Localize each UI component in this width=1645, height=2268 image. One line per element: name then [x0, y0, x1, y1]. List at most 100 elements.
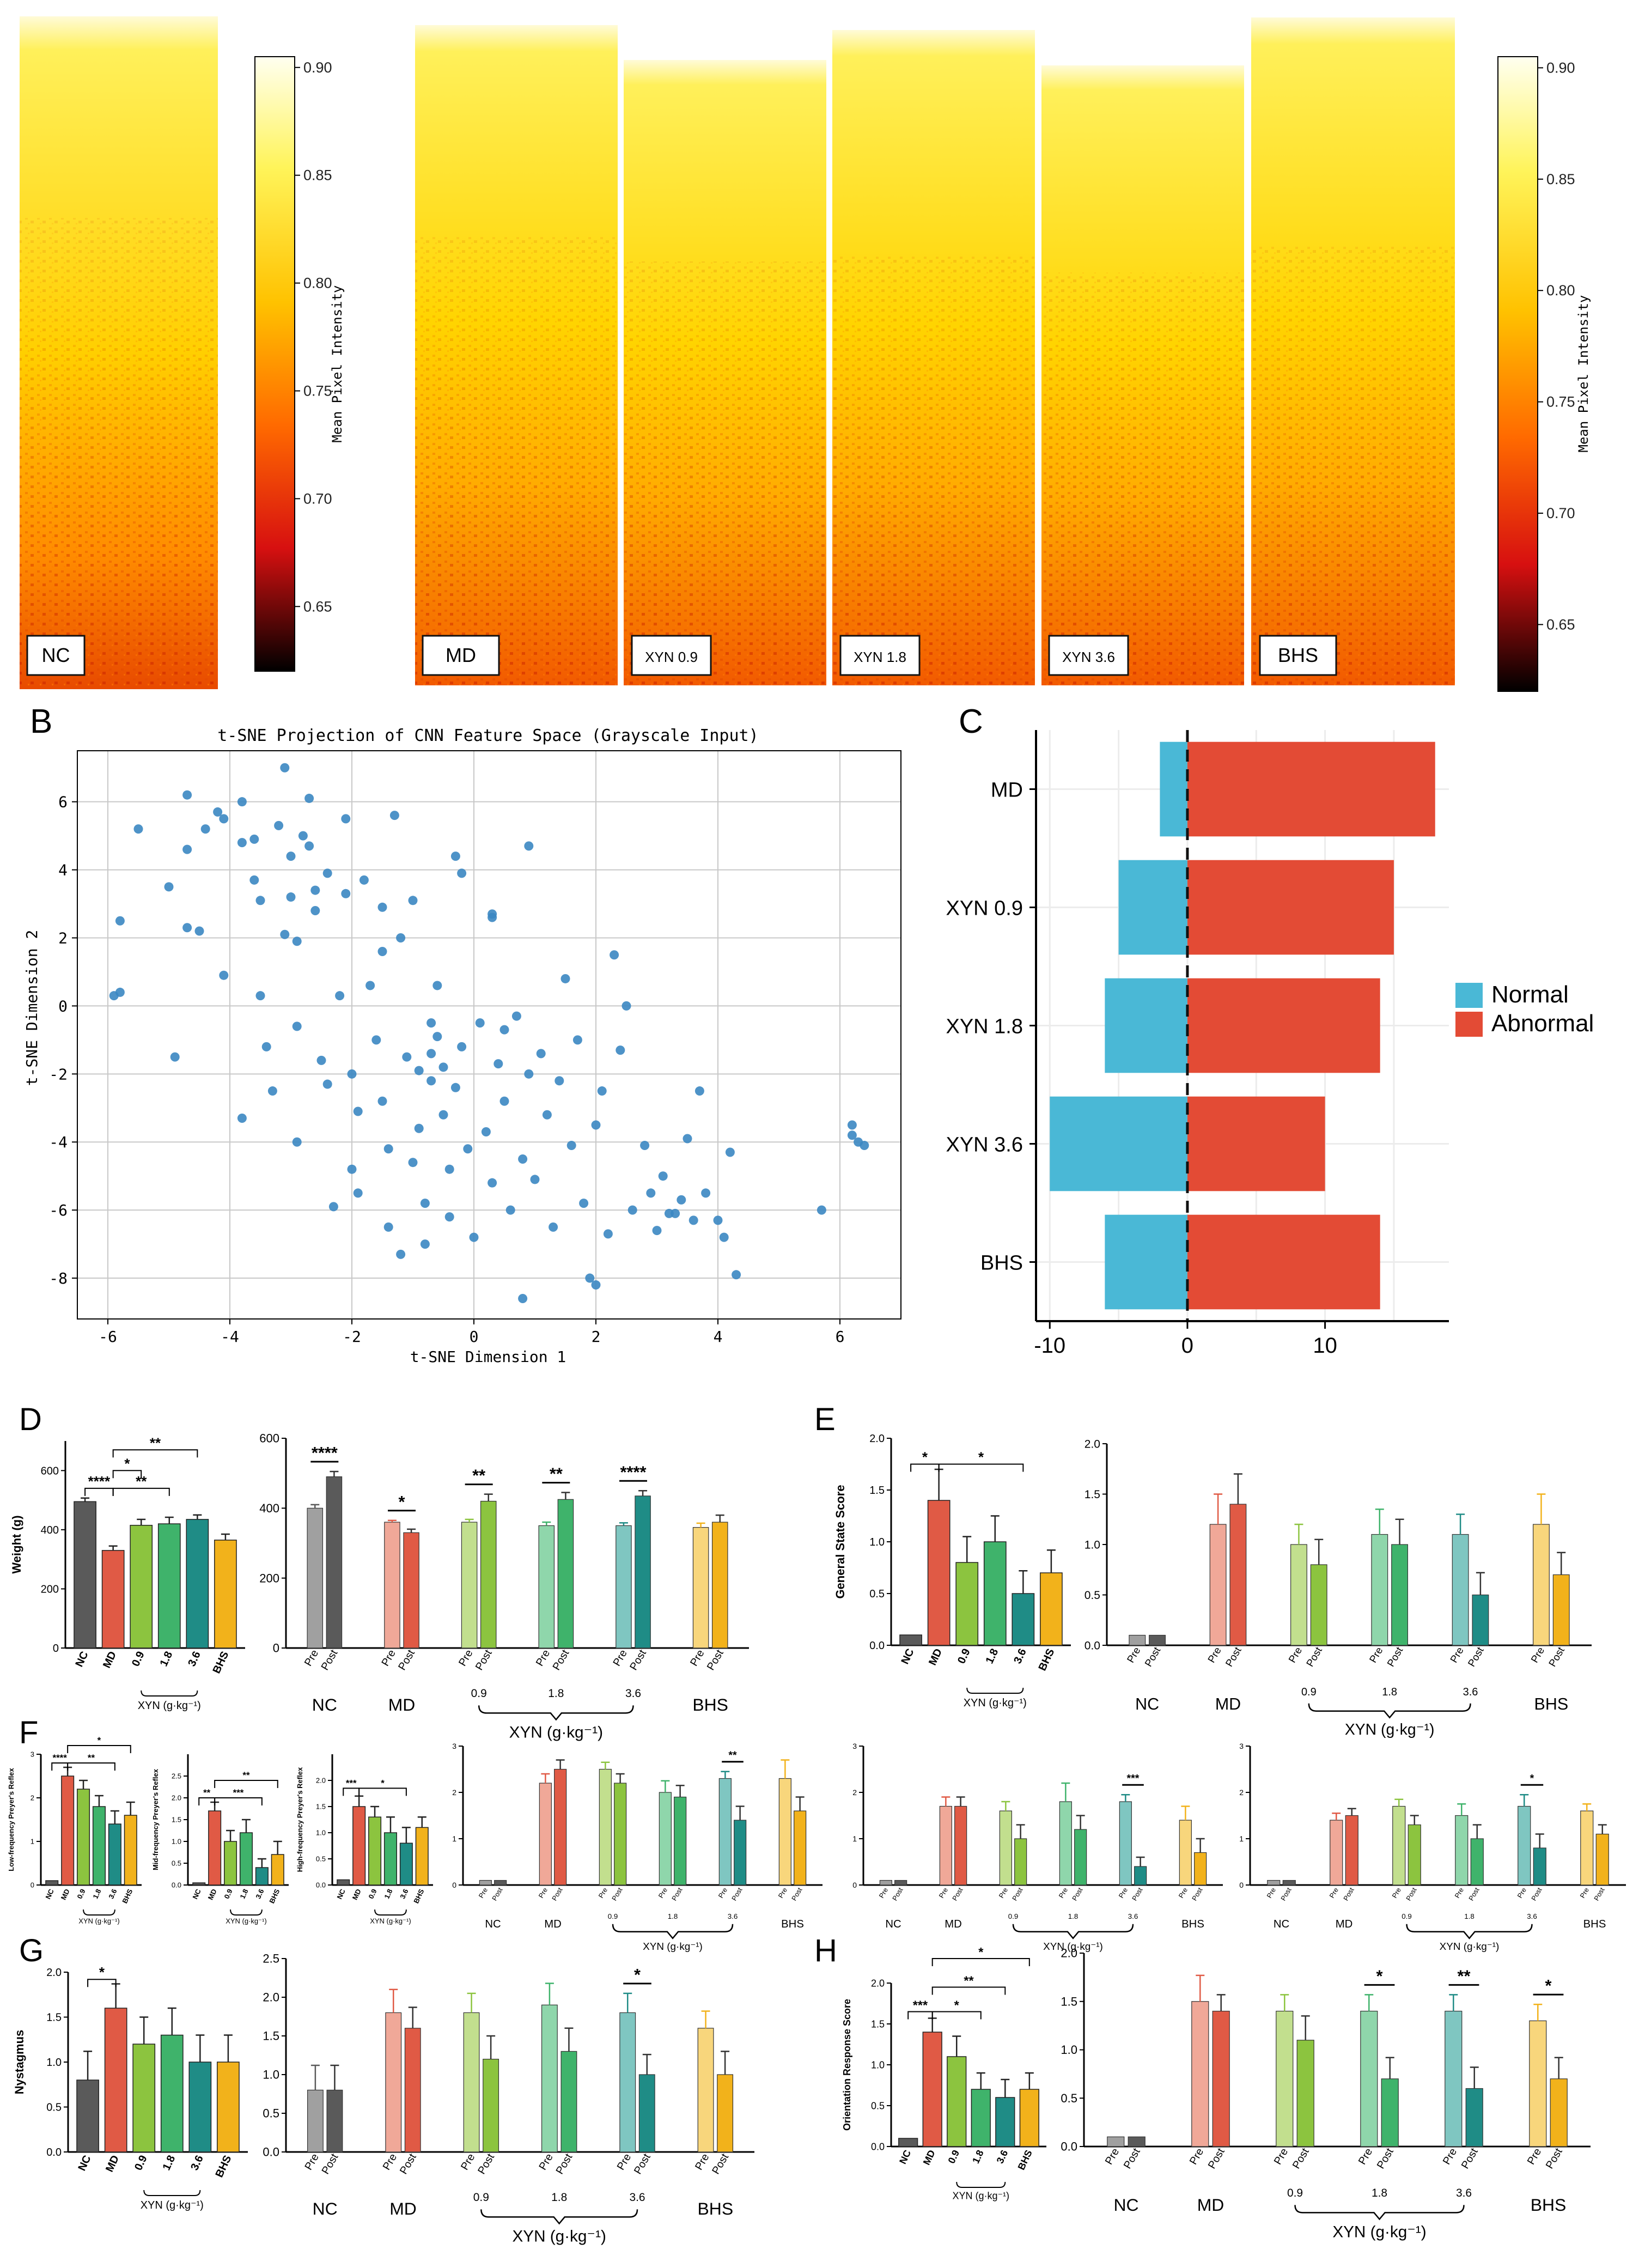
y-tick-label: 1.5: [1085, 1488, 1100, 1501]
bar: [132, 2044, 156, 2153]
dose-label: 1.8: [548, 1687, 564, 1700]
y-tick-label: 0.5: [869, 1588, 885, 1600]
group-label: XYN (g·kg⁻¹): [1043, 1941, 1103, 1953]
scatter-point: [591, 1120, 601, 1130]
scatter-point: [847, 1120, 857, 1130]
bar-post: [1134, 1866, 1147, 1886]
colorbar-tick-label: 0.80: [303, 275, 332, 291]
significance-bracket: [910, 1463, 940, 1472]
y-tick-label: 1: [1239, 1834, 1244, 1843]
bar-pre: [307, 2089, 324, 2153]
colorbar-left-label: Mean Pixel Intensity: [330, 285, 345, 443]
category-label: MD: [351, 1888, 363, 1901]
scatter-point: [450, 1083, 460, 1092]
x-tick-label: 10: [1313, 1334, 1337, 1358]
legend-normal-label: Normal: [1491, 981, 1569, 1008]
group-label: XYN (g·kg⁻¹): [78, 1917, 119, 1925]
bar-pre: [1452, 1534, 1469, 1646]
group-bracket: [956, 2181, 1006, 2188]
y-tick-label: 1.5: [1061, 1995, 1077, 2008]
bar: [898, 2138, 918, 2147]
y-tick-label: 0.5: [172, 1859, 181, 1868]
bar: [383, 1832, 397, 1886]
y-tick-label: 400: [41, 1524, 59, 1536]
x-tick-label: 0: [470, 1328, 479, 1346]
bar: [186, 1519, 209, 1649]
scatter-point: [115, 987, 125, 997]
bar-pre: [385, 2012, 402, 2153]
bar: [337, 1879, 350, 1886]
bar: [922, 2032, 942, 2147]
post-label: Post: [1223, 1645, 1244, 1669]
scatter-point: [427, 1018, 436, 1028]
group-name: NC: [485, 1918, 501, 1930]
scatter-point: [402, 1052, 412, 1062]
scatter-point: [292, 937, 302, 946]
chart-g1: 0.0 0.5 1.0 1.5 2.0 Nystagmus NC MD 0.9 1.8 3.6 BHS…: [13, 1964, 248, 2211]
pre-label: Pre: [717, 1887, 729, 1900]
post-label: Post: [705, 1647, 726, 1673]
scatter-point: [689, 1215, 698, 1225]
pre-label: Pre: [379, 1648, 398, 1669]
dose-label: 0.9: [1008, 1912, 1019, 1920]
pre-label: Pre: [1453, 1887, 1465, 1900]
bar-pre: [1392, 1805, 1406, 1886]
scatter-point: [353, 1106, 363, 1116]
scatter-point: [164, 882, 174, 892]
y-tick-label: 1.0: [869, 1536, 885, 1548]
bar-post: [1472, 1594, 1489, 1646]
post-label: Post: [1544, 2146, 1565, 2171]
bar: [92, 1806, 106, 1886]
dose-label: 0.9: [473, 2191, 489, 2204]
y-tick-label: 2.0: [263, 1991, 279, 2004]
significance-label: ****: [620, 1462, 647, 1481]
scatter-point: [377, 902, 387, 912]
scatter-point: [420, 1239, 430, 1249]
bar-pre: [1179, 1820, 1192, 1886]
bar-pre: [999, 1810, 1012, 1886]
category-label: 3.6: [107, 1888, 118, 1900]
bar-abnormal: [1187, 978, 1380, 1073]
y-tick-label: 0.0: [1061, 2140, 1077, 2154]
pre-label: Pre: [597, 1887, 609, 1900]
category-label: 0.9: [130, 1650, 147, 1669]
significance-label: *: [381, 1778, 385, 1788]
y-tick-label: 200: [259, 1571, 279, 1585]
x-tick-label: -10: [1034, 1334, 1065, 1358]
y-tick-label: 1.0: [172, 1838, 181, 1846]
y-tick-label: 0.5: [1061, 2091, 1077, 2105]
significance-label: ***: [913, 1998, 928, 2012]
y-tick-label: -6: [49, 1201, 68, 1219]
significance-label: *: [954, 1998, 960, 2012]
category-label: MD: [927, 1647, 945, 1667]
chart-d1: 0 200 400 600 Weight (g) NC MD 0.9 1.8 3.6 BHS XYN …: [10, 1434, 245, 1712]
y-axis-label: Weight (g): [10, 1515, 23, 1573]
colorbar-right-label: Mean Pixel Intensity: [1576, 295, 1591, 453]
significance-label: *: [124, 1455, 130, 1472]
bar-pre: [616, 1525, 632, 1649]
heatmap-md: [415, 25, 618, 685]
y-tick-label: 4: [58, 861, 68, 879]
bar-post: [1470, 1838, 1484, 1886]
y-tick-label: 0.0: [316, 1881, 326, 1889]
chart-f1: 0 1 2 3 Low-frequency Preyer's Reflex NC MD 0.9…: [7, 1735, 142, 1925]
pre-label: Pre: [1117, 1887, 1129, 1900]
scatter-point: [444, 1212, 454, 1222]
scatter-point: [115, 916, 125, 926]
bar-post: [560, 2051, 577, 2153]
scatter-point: [432, 1032, 442, 1042]
pre-label: Pre: [878, 1887, 889, 1900]
scatter-point: [359, 875, 369, 885]
y-tick-label: 2.0: [869, 1433, 885, 1445]
category-label: XYN 0.9: [946, 897, 1023, 920]
category-label: BHS: [120, 1888, 134, 1905]
category-label: 0.9: [367, 1888, 378, 1900]
scatter-point: [322, 1079, 332, 1089]
scatter-point: [488, 1178, 497, 1188]
category-label: NC: [335, 1887, 347, 1900]
post-label: Post: [396, 1647, 417, 1673]
heatmap-xyn18: [832, 30, 1035, 685]
category-label: NC: [44, 1887, 56, 1900]
